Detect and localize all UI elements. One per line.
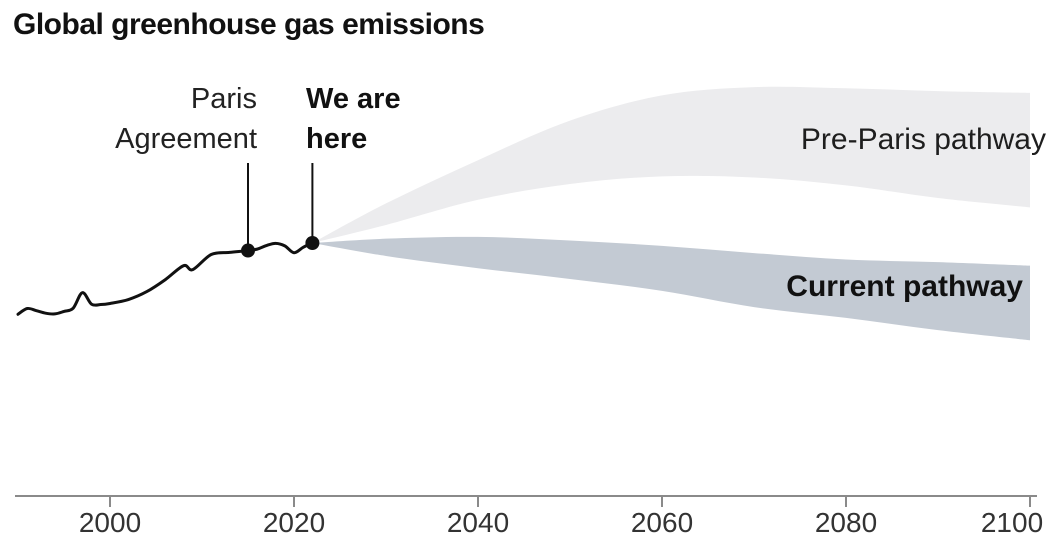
pre-paris-pathway-band (312, 86, 1030, 243)
x-tick-label-2020: 2020 (262, 507, 326, 538)
annotation-paris-line2: Agreement (115, 123, 257, 155)
annotation-here-line1: We are (306, 83, 401, 115)
annotation-paris-agreement: Paris Agreement (57, 79, 257, 159)
annotation-dot (305, 236, 320, 250)
pre-paris-pathway-label: Pre-Paris pathway (800, 123, 1046, 156)
x-tick-label-2100: 2100 (980, 507, 1044, 538)
annotation-we-are-here: We are here (306, 79, 401, 159)
x-tick-label-2000: 2000 (78, 507, 142, 538)
x-tick-label-2080: 2080 (814, 507, 878, 538)
annotation-paris-line1: Paris (190, 83, 257, 115)
annotation-dot (241, 243, 255, 258)
annotation-here-line2: here (306, 123, 368, 155)
current-pathway-band (312, 236, 1030, 341)
current-pathway-label: Current pathway (786, 270, 1023, 303)
x-tick-label-2060: 2060 (630, 507, 694, 538)
historical-emissions-line (16, 241, 314, 316)
chart-title: Global greenhouse gas emissions (13, 8, 485, 41)
x-tick-label-2040: 2040 (446, 507, 510, 538)
